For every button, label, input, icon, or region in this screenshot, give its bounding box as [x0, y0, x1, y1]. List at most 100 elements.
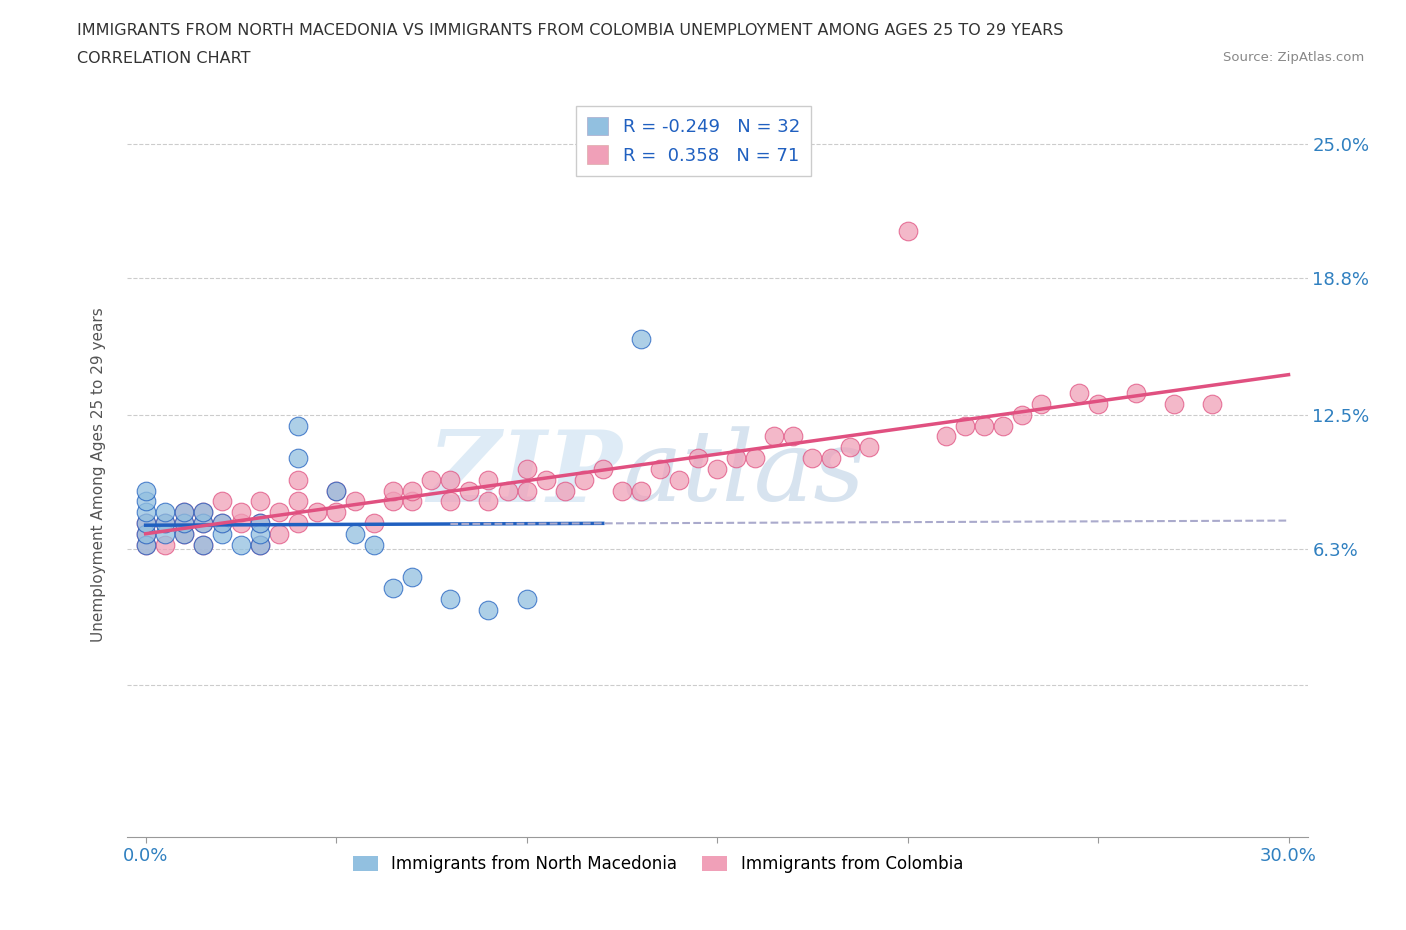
Point — [249, 494, 271, 509]
Point — [191, 515, 214, 530]
Point — [267, 505, 290, 520]
Point — [191, 505, 214, 520]
Point — [1029, 396, 1052, 411]
Point — [211, 515, 233, 530]
Point — [630, 331, 652, 346]
Point — [1011, 407, 1033, 422]
Point — [325, 505, 347, 520]
Point — [135, 538, 157, 552]
Point — [344, 526, 367, 541]
Point — [516, 461, 538, 476]
Point — [153, 515, 176, 530]
Point — [191, 538, 214, 552]
Point — [325, 483, 347, 498]
Point — [973, 418, 995, 433]
Point — [648, 461, 671, 476]
Point — [401, 483, 423, 498]
Point — [325, 483, 347, 498]
Point — [801, 451, 824, 466]
Point — [267, 526, 290, 541]
Point — [173, 505, 195, 520]
Point — [839, 440, 862, 455]
Point — [135, 515, 157, 530]
Point — [363, 515, 385, 530]
Point — [782, 429, 804, 444]
Point — [344, 494, 367, 509]
Point — [287, 494, 309, 509]
Point — [191, 538, 214, 552]
Point — [173, 515, 195, 530]
Point — [439, 472, 461, 487]
Text: Source: ZipAtlas.com: Source: ZipAtlas.com — [1223, 51, 1364, 64]
Point — [1067, 386, 1090, 401]
Point — [211, 526, 233, 541]
Point — [610, 483, 633, 498]
Point — [896, 223, 918, 238]
Point — [191, 505, 214, 520]
Text: ZIP: ZIP — [427, 426, 623, 523]
Point — [135, 494, 157, 509]
Point — [135, 538, 157, 552]
Point — [211, 494, 233, 509]
Point — [153, 538, 176, 552]
Point — [439, 591, 461, 606]
Point — [820, 451, 842, 466]
Point — [706, 461, 728, 476]
Point — [135, 483, 157, 498]
Point — [153, 526, 176, 541]
Point — [1201, 396, 1223, 411]
Point — [135, 505, 157, 520]
Point — [229, 505, 252, 520]
Point — [477, 494, 499, 509]
Point — [935, 429, 957, 444]
Point — [554, 483, 576, 498]
Point — [496, 483, 519, 498]
Point — [135, 526, 157, 541]
Point — [249, 526, 271, 541]
Point — [420, 472, 443, 487]
Legend: Immigrants from North Macedonia, Immigrants from Colombia: Immigrants from North Macedonia, Immigra… — [346, 848, 970, 880]
Text: CORRELATION CHART: CORRELATION CHART — [77, 51, 250, 66]
Point — [630, 483, 652, 498]
Text: IMMIGRANTS FROM NORTH MACEDONIA VS IMMIGRANTS FROM COLOMBIA UNEMPLOYMENT AMONG A: IMMIGRANTS FROM NORTH MACEDONIA VS IMMIG… — [77, 23, 1064, 38]
Point — [249, 538, 271, 552]
Point — [858, 440, 880, 455]
Point — [191, 515, 214, 530]
Point — [173, 505, 195, 520]
Point — [1125, 386, 1147, 401]
Point — [763, 429, 786, 444]
Point — [211, 515, 233, 530]
Point — [477, 472, 499, 487]
Point — [229, 515, 252, 530]
Point — [287, 515, 309, 530]
Point — [382, 494, 405, 509]
Point — [516, 591, 538, 606]
Point — [686, 451, 709, 466]
Point — [516, 483, 538, 498]
Point — [173, 515, 195, 530]
Point — [477, 603, 499, 618]
Point — [249, 515, 271, 530]
Point — [991, 418, 1014, 433]
Point — [287, 451, 309, 466]
Point — [287, 418, 309, 433]
Point — [572, 472, 595, 487]
Point — [1087, 396, 1109, 411]
Point — [592, 461, 614, 476]
Point — [382, 483, 405, 498]
Y-axis label: Unemployment Among Ages 25 to 29 years: Unemployment Among Ages 25 to 29 years — [91, 307, 105, 642]
Point — [953, 418, 976, 433]
Point — [744, 451, 766, 466]
Point — [135, 526, 157, 541]
Point — [249, 538, 271, 552]
Text: atlas: atlas — [623, 427, 865, 522]
Point — [287, 472, 309, 487]
Point — [153, 515, 176, 530]
Point — [363, 538, 385, 552]
Point — [249, 515, 271, 530]
Point — [401, 494, 423, 509]
Point — [1163, 396, 1185, 411]
Point — [305, 505, 328, 520]
Point — [668, 472, 690, 487]
Point — [534, 472, 557, 487]
